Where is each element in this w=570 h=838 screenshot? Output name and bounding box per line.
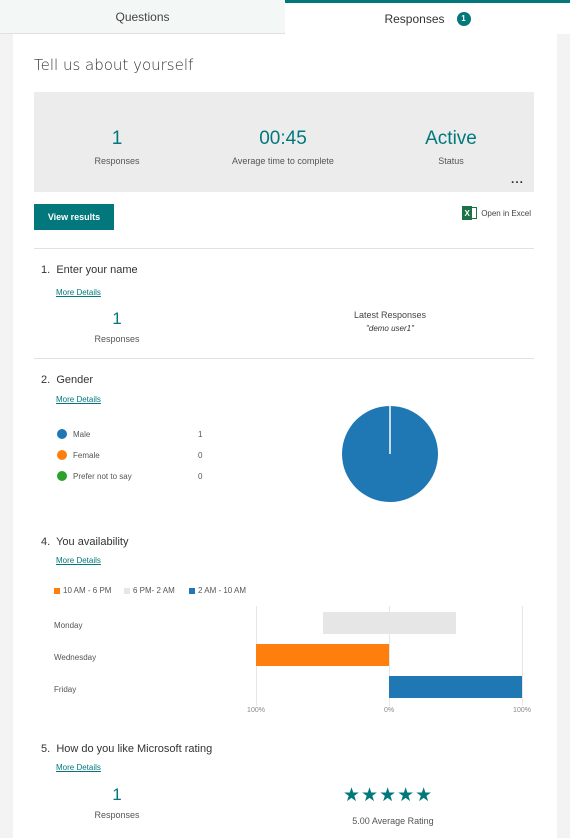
responses-count-badge: 1 <box>456 11 471 26</box>
legend-item-prefer-not: Prefer not to say <box>57 471 132 481</box>
view-results-button[interactable]: View results <box>34 204 114 230</box>
tab-responses[interactable]: Responses 1 <box>285 0 570 34</box>
legend-prefer-not-label: Prefer not to say <box>73 471 132 481</box>
question-5-number: 5. <box>41 743 51 755</box>
stat-avg-time-label: Average time to complete <box>232 156 334 166</box>
question-5-count-value: 1 <box>112 785 122 804</box>
legend-6pm-2am-swatch <box>124 587 130 594</box>
legend-6pm-2am-label: 6 PM- 2 AM <box>133 586 175 595</box>
legend-10am-6pm-label: 10 AM - 6 PM <box>63 586 112 595</box>
question-1-more-details-link[interactable]: More Details <box>56 288 101 297</box>
average-rating-label: 5.00 Average Rating <box>352 816 434 826</box>
tab-questions[interactable]: Questions <box>0 0 285 34</box>
axis-label-center: 0% <box>383 707 395 714</box>
legend-2am-10am-swatch <box>189 587 195 594</box>
legend-10am-6pm: 10 AM - 6 PM <box>54 586 111 595</box>
latest-responses-value: "demo user1" <box>366 324 414 333</box>
legend-female-swatch <box>57 450 67 460</box>
question-5-more-details-link[interactable]: More Details <box>56 763 101 772</box>
legend-female-count: 0 <box>198 451 203 460</box>
stat-responses: 1 Responses <box>34 128 200 166</box>
question-5-text: How do you like Microsoft rating <box>56 743 213 755</box>
open-in-excel-link[interactable]: X Open in Excel <box>462 206 531 220</box>
legend-prefer-not-count: 0 <box>198 472 203 481</box>
summary-card: 1 Responses 00:45 Average time to comple… <box>34 92 534 192</box>
question-4-more-details-link[interactable]: More Details <box>56 556 101 565</box>
question-4-text: You availability <box>56 536 129 548</box>
legend-2am-10am-label: 2 AM - 10 AM <box>198 586 247 595</box>
legend-6pm-2am: 6 PM- 2 AM <box>124 586 175 595</box>
question-1-text: Enter your name <box>56 264 138 276</box>
bar-friday <box>389 676 522 698</box>
axis-label-right: 100% <box>513 707 531 714</box>
stat-responses-label: Responses <box>94 156 140 166</box>
question-1-count-value: 1 <box>112 309 122 328</box>
legend-prefer-not-swatch <box>57 471 67 481</box>
bar-monday <box>322 612 456 634</box>
question-2-number: 2. <box>41 374 51 386</box>
stat-avg-time: 00:45 Average time to complete <box>200 128 366 166</box>
stat-avg-time-value: 00:45 <box>259 128 307 149</box>
legend-male-swatch <box>57 429 67 439</box>
gender-pie-chart <box>342 406 438 502</box>
row-label-monday: Monday <box>54 621 83 630</box>
legend-male-count: 1 <box>198 430 203 439</box>
availability-bar-chart <box>256 606 522 706</box>
question-5-count: 1 Responses <box>57 785 177 820</box>
legend-2am-10am: 2 AM - 10 AM <box>189 586 246 595</box>
question-5-title: 5. How do you like Microsoft rating <box>41 743 212 755</box>
legend-10am-6pm-swatch <box>54 587 60 594</box>
latest-responses: Latest Responses "demo user1" <box>320 310 460 333</box>
row-label-friday: Friday <box>54 685 77 694</box>
question-1-count: 1 Responses <box>57 309 177 344</box>
stat-responses-value: 1 <box>111 128 123 149</box>
grid-line <box>522 606 523 706</box>
question-1-number: 1. <box>41 264 51 276</box>
question-4-number: 4. <box>41 536 51 548</box>
divider <box>34 358 534 359</box>
legend-male-label: Male <box>73 429 91 439</box>
row-label-wednesday: Wednesday <box>54 653 97 662</box>
excel-icon: X <box>462 206 478 220</box>
legend-female-label: Female <box>73 450 100 460</box>
question-2-title: 2. Gender <box>41 374 93 386</box>
stat-status-value: Active <box>425 128 477 149</box>
question-2-text: Gender <box>56 374 94 386</box>
form-title: Tell us about yourself <box>34 56 194 74</box>
open-in-excel-label: Open in Excel <box>481 208 531 218</box>
question-5-count-label: Responses <box>94 810 140 820</box>
latest-responses-label: Latest Responses <box>353 310 427 320</box>
question-1-title: 1. Enter your name <box>41 264 138 276</box>
stat-status: Active Status <box>368 128 534 166</box>
tab-questions-label: Questions <box>115 9 170 24</box>
divider <box>34 248 534 249</box>
question-2-more-details-link[interactable]: More Details <box>56 395 101 404</box>
rating-stars-icon: ★★★★★ <box>343 785 434 806</box>
legend-item-male: Male <box>57 429 90 439</box>
tab-bar: Questions Responses 1 <box>0 0 570 34</box>
legend-item-female: Female <box>57 450 100 460</box>
axis-label-left: 100% <box>247 707 265 714</box>
grid-line <box>389 606 390 706</box>
bar-wednesday <box>256 644 389 666</box>
stat-status-label: Status <box>438 156 464 166</box>
tab-responses-label: Responses <box>384 11 445 26</box>
responses-panel: Tell us about yourself 1 Responses 00:45… <box>13 34 557 838</box>
question-1-count-label: Responses <box>94 334 140 344</box>
more-options-button[interactable]: ... <box>510 172 524 186</box>
excel-icon-letter: X <box>462 206 473 220</box>
question-4-title: 4. You availability <box>41 536 128 548</box>
